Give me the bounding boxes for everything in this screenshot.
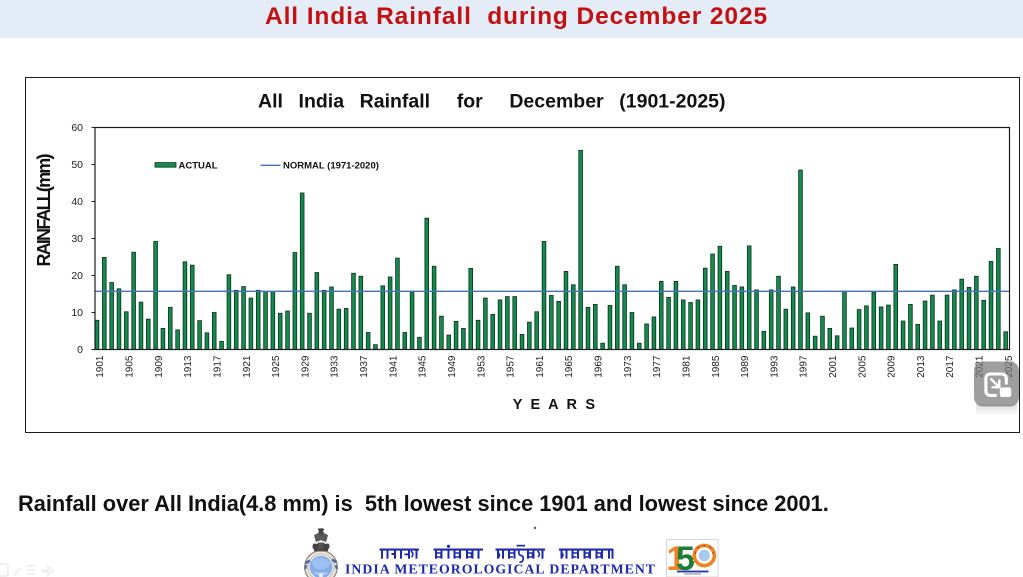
svg-text:1985: 1985 (711, 355, 722, 378)
svg-text:1929: 1929 (300, 355, 311, 378)
svg-text:1997: 1997 (799, 355, 810, 378)
svg-text:1925: 1925 (271, 355, 282, 378)
svg-text:1961: 1961 (535, 355, 546, 378)
svg-text:1901: 1901 (95, 355, 106, 378)
svg-text:2017: 2017 (945, 355, 956, 378)
svg-text:1953: 1953 (476, 355, 487, 378)
svg-text:1905: 1905 (125, 355, 136, 378)
svg-text:2001: 2001 (828, 355, 839, 378)
svg-text:1913: 1913 (183, 355, 194, 378)
svg-text:30: 30 (71, 233, 83, 245)
svg-text:1969: 1969 (594, 355, 605, 378)
svg-text:60: 60 (71, 122, 83, 134)
svg-text:1981: 1981 (681, 355, 692, 378)
svg-text:1921: 1921 (242, 355, 253, 378)
svg-text:1933: 1933 (330, 355, 341, 378)
svg-text:1993: 1993 (769, 355, 780, 378)
svg-text:RAINFALL(mm): RAINFALL(mm) (34, 154, 54, 267)
svg-text:All India Rainfall for Decembe: All India Rainfall for December (1901-20… (258, 91, 726, 113)
svg-text:1945: 1945 (418, 355, 429, 378)
svg-text:1957: 1957 (506, 355, 517, 378)
svg-text:2013: 2013 (916, 355, 927, 378)
svg-text:0: 0 (77, 344, 83, 356)
svg-text:1989: 1989 (740, 355, 751, 378)
svg-text:1977: 1977 (652, 355, 663, 378)
svg-text:1949: 1949 (447, 355, 458, 378)
svg-text:1941: 1941 (388, 355, 399, 378)
svg-text:20: 20 (71, 270, 83, 282)
svg-text:50: 50 (71, 159, 83, 171)
svg-text:2009: 2009 (887, 355, 898, 378)
svg-text:1937: 1937 (359, 355, 370, 378)
svg-text:40: 40 (71, 196, 83, 208)
svg-text:INDIA METEOROLOGICAL DEPARTMEN: INDIA METEOROLOGICAL DEPARTMENT (345, 562, 655, 577)
svg-text:1909: 1909 (154, 355, 165, 378)
svg-text:1973: 1973 (623, 355, 634, 378)
svg-text:1965: 1965 (564, 355, 575, 378)
svg-text:10: 10 (71, 307, 83, 319)
svg-text:5: 5 (676, 540, 695, 577)
svg-text:Y E A R S: Y E A R S (513, 397, 598, 413)
svg-text:ACTUAL: ACTUAL (179, 161, 218, 172)
svg-text:2005: 2005 (857, 355, 868, 378)
svg-text:1: 1 (667, 540, 686, 577)
svg-text:NORMAL (1971-2020): NORMAL (1971-2020) (283, 161, 379, 172)
svg-text:1917: 1917 (212, 355, 223, 378)
